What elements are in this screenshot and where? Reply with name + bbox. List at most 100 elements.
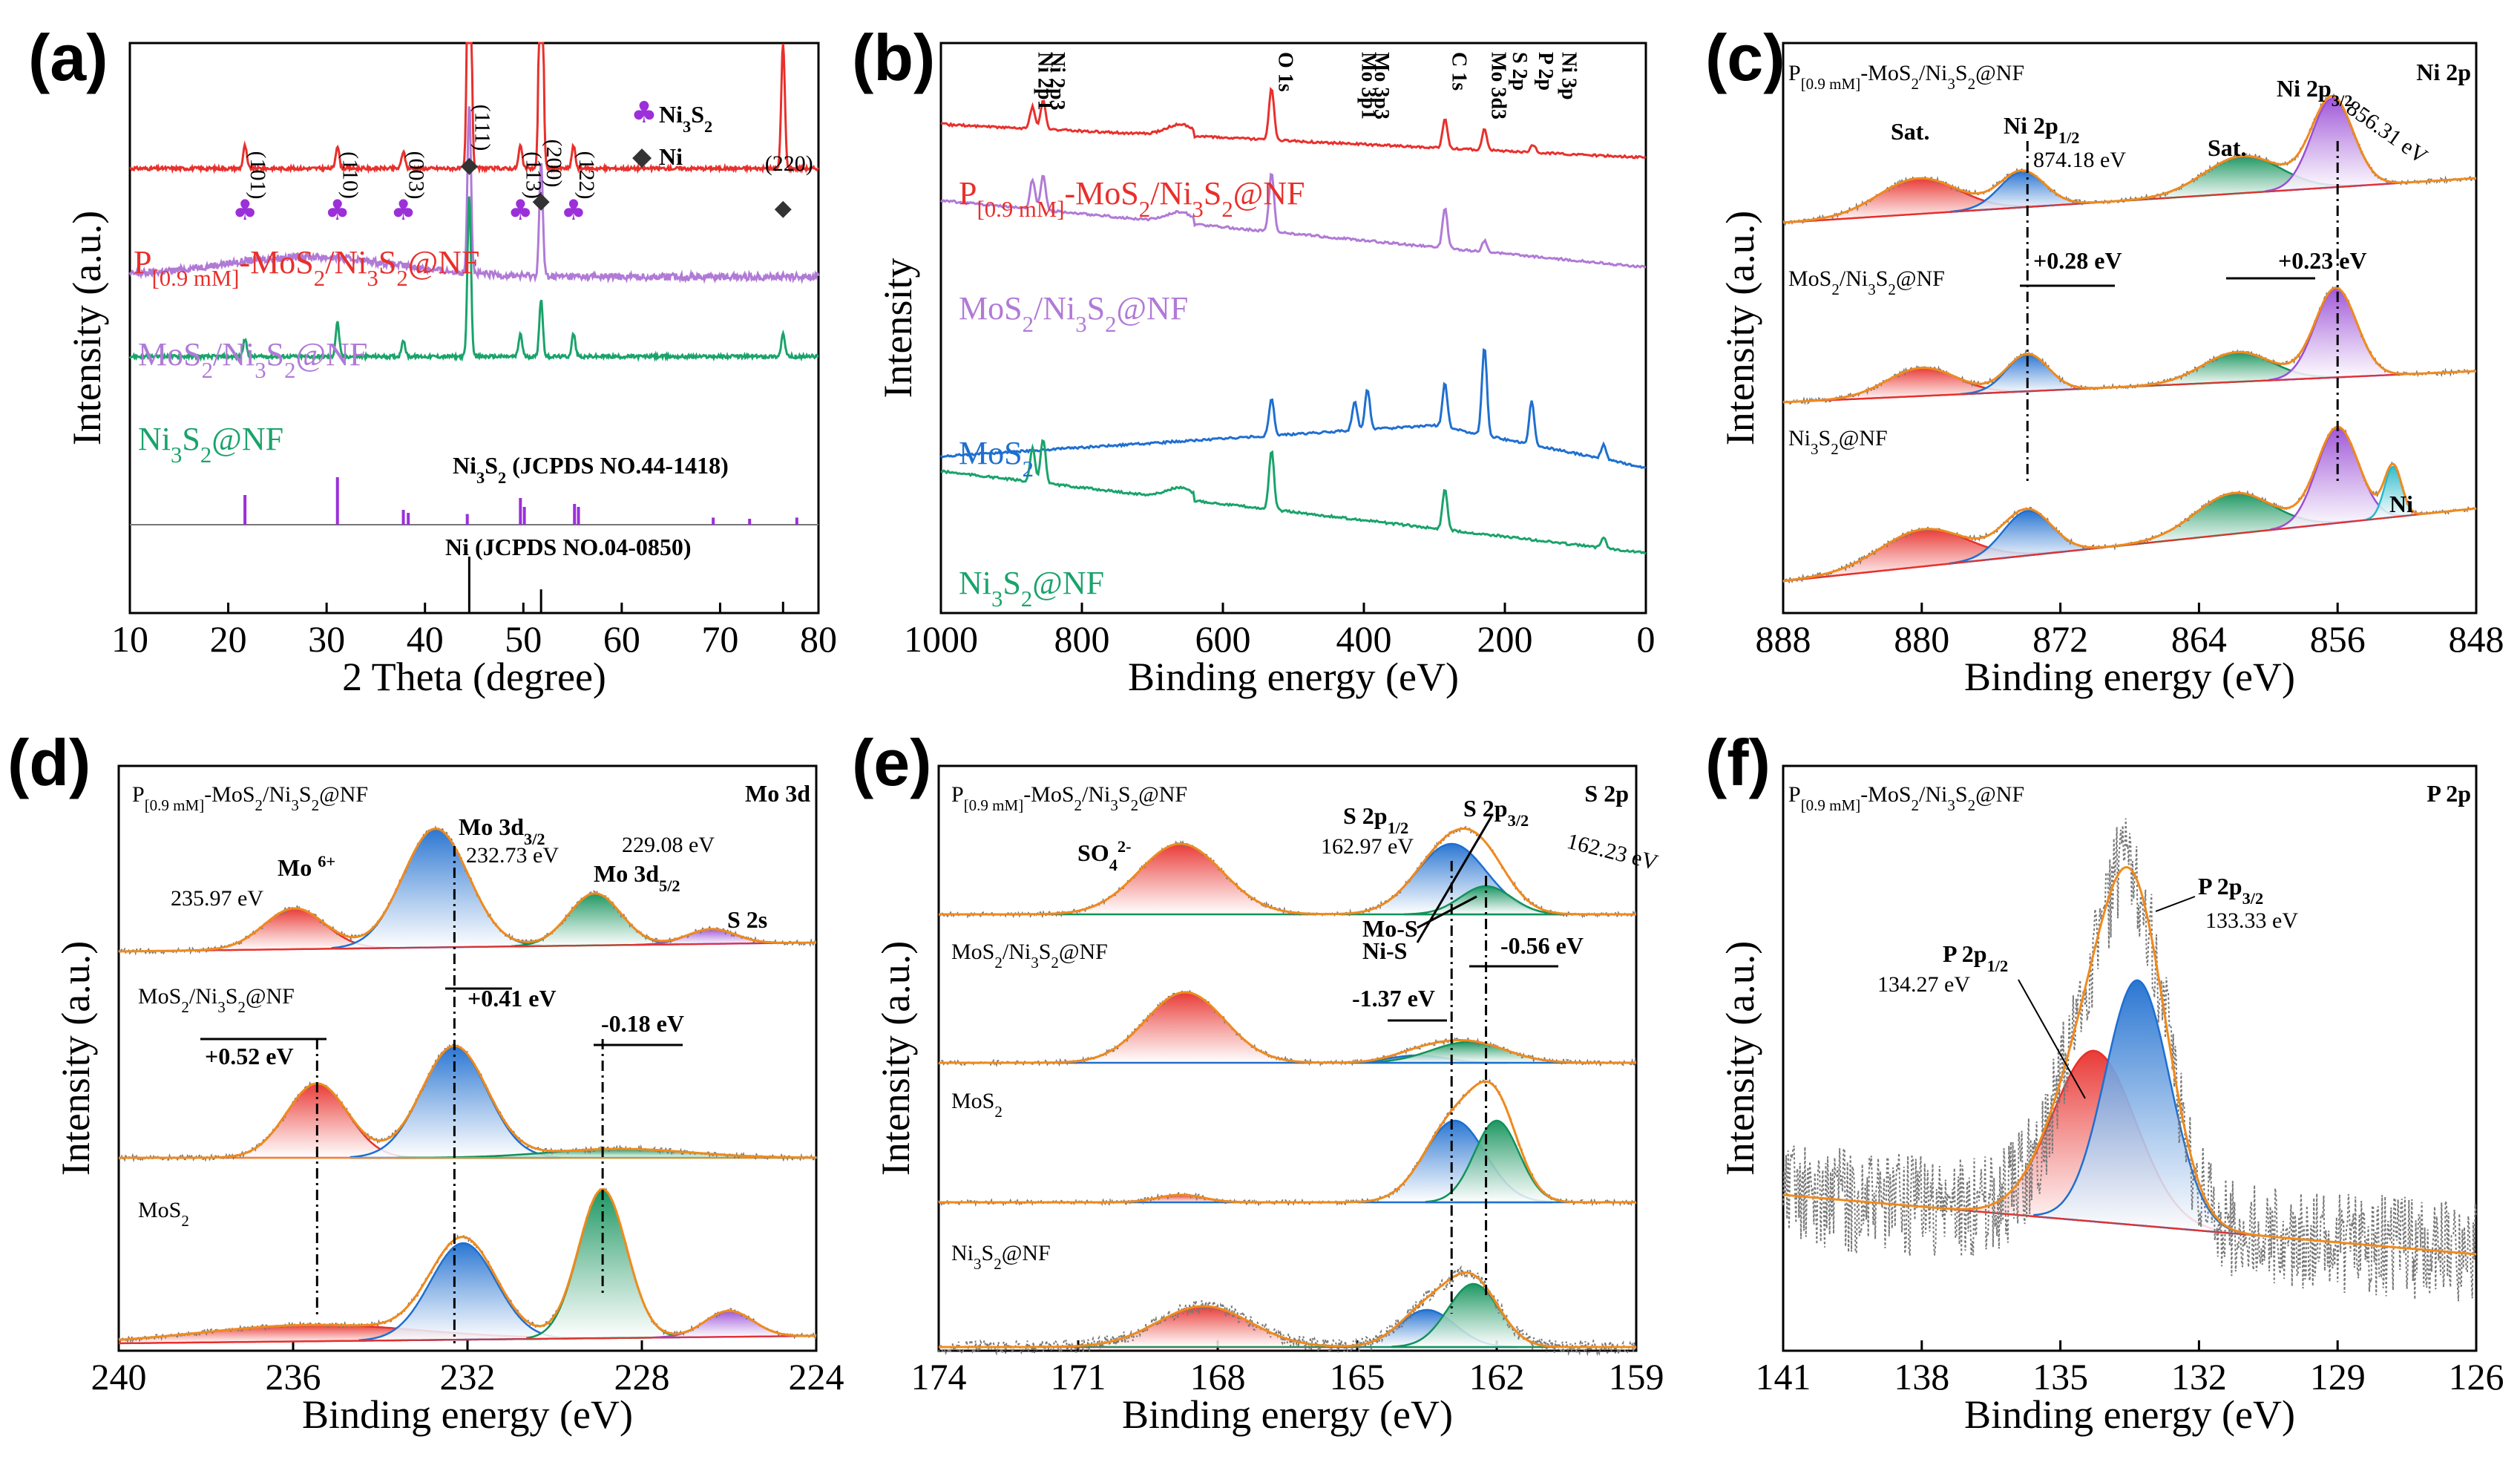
xrd-xtick-label: 60	[603, 618, 640, 660]
s2p-bond-label: Mo-S	[1362, 915, 1418, 942]
survey-series-line	[940, 87, 1647, 160]
ni2p-xtick-label: 856	[2310, 618, 2366, 660]
survey-peak-label: Mo 3d3	[1486, 52, 1509, 119]
survey-series-label: P[0.9 mM]-MoS2/Ni3S2@NF	[959, 175, 1305, 222]
survey-xtick-label: 600	[1195, 618, 1251, 660]
survey-series-line	[940, 172, 1647, 269]
ni2p-xtick-label: 888	[1756, 618, 1811, 660]
s2p-xtick-label: 159	[1609, 1356, 1664, 1397]
s2p-peak-label: S 2p3/2	[1463, 795, 1529, 830]
xrd-peak-label: (220)	[765, 151, 813, 176]
ni2p-xlabel: Binding energy (eV)	[1964, 655, 2295, 699]
s2p-series-label: Ni3S2@NF	[951, 1241, 1051, 1273]
s2p-fit-peak	[1054, 1305, 1353, 1349]
xrd-legend-label: Ni3S2	[659, 101, 712, 136]
p2p-pointer	[2018, 979, 2086, 1099]
xrd-xtick-label: 80	[800, 618, 837, 660]
xrd-xtick-label: 20	[210, 618, 247, 660]
p2p-xlabel: Binding energy (eV)	[1964, 1392, 2295, 1437]
s2p-xtick-label: 162	[1469, 1356, 1525, 1397]
p2p-xtick-label: 135	[2032, 1356, 2088, 1397]
survey-peak-label: Ni 2p1	[1034, 52, 1057, 111]
xrd-xtick-label: 70	[701, 618, 738, 660]
ni2p-peak-label: Ni 2p3/2	[2277, 75, 2352, 110]
mo3d-shift-label: +0.52 eV	[205, 1043, 294, 1069]
s2p-fit-peak	[1058, 991, 1313, 1064]
ni2p-xtick-label: 864	[2171, 618, 2227, 660]
p2p-raw-data	[1782, 818, 2477, 1302]
panel-f-p2p: 141 138 135 132 129 126 Binding energy (eV) Int…	[1718, 764, 2504, 1437]
s2p-frame	[937, 764, 1638, 1352]
s2p-envelope	[939, 991, 1636, 1064]
survey-frame	[939, 42, 1647, 615]
p2p-ylabel: Intensity (a.u.)	[1718, 941, 1762, 1176]
mo3d-xtick-label: 240	[91, 1356, 147, 1397]
p2p-xtick-label: 132	[2171, 1356, 2227, 1397]
panel-label-d: (d)	[7, 726, 91, 799]
s2p-ylabel: Intensity (a.u.)	[873, 941, 918, 1176]
survey-ylabel: Intensity	[876, 258, 920, 399]
s2p-xtick-label: 174	[911, 1356, 967, 1397]
ni2p-title: Ni 2p	[2416, 59, 2471, 85]
survey-series-line	[940, 439, 1647, 555]
xrd-peak-symbol: ♣	[325, 194, 350, 226]
xrd-legend-symbol: ◆	[632, 142, 652, 171]
survey-peak-label: P 2p	[1534, 52, 1557, 91]
mo3d-background	[118, 1335, 817, 1344]
s2p-value-label: 162.97 eV	[1321, 834, 1414, 859]
p2p-xtick-label: 141	[1756, 1356, 1811, 1397]
mo3d-peak-label: S 2s	[727, 906, 767, 933]
mo3d-envelope	[119, 827, 816, 953]
ni2p-envelope	[1782, 425, 2477, 583]
s2p-shift-label: -1.37 eV	[1352, 985, 1435, 1012]
mo3d-xlabel: Binding energy (eV)	[302, 1392, 633, 1437]
ni2p-shift-label: +0.23 eV	[2278, 247, 2367, 274]
mo3d-title: Mo 3d	[745, 780, 810, 807]
panel-label-b: (b)	[852, 21, 935, 94]
xrd-series-label: MoS2/Ni3S2@NF	[138, 336, 367, 383]
ni2p-xtick-label: 880	[1894, 618, 1949, 660]
s2p-raw-data	[938, 988, 1637, 1068]
survey-xtick-label: 0	[1637, 618, 1656, 660]
xrd-frame	[128, 42, 820, 615]
xrd-ref-label: Ni (JCPDS NO.04-0850)	[445, 534, 692, 560]
ni2p-xtick-label: 872	[2032, 618, 2088, 660]
xrd-xtick-label: 10	[111, 618, 148, 660]
mo3d-envelope	[119, 1044, 816, 1159]
ni2p-envelope	[1782, 94, 2477, 224]
p2p-peak-label: P 2p3/2	[2198, 873, 2263, 908]
mo3d-xtick-label: 236	[266, 1356, 321, 1397]
s2p-envelope	[939, 828, 1636, 916]
mo3d-xtick-label: 228	[614, 1356, 670, 1397]
xrd-series-label: P[0.9 mM]-MoS2/Ni3S2@NF	[134, 244, 479, 291]
xrd-peak-symbol: ♣	[232, 194, 257, 226]
s2p-raw-data	[938, 1265, 1637, 1357]
xrd-ylabel: Intensity (a.u.)	[65, 211, 109, 445]
ni2p-frame	[1782, 42, 2478, 615]
s2p-envelope	[939, 1080, 1636, 1204]
survey-xtick-label: 1000	[904, 618, 978, 660]
xrd-legend-symbol: ♣	[631, 96, 657, 130]
p2p-value-label: 134.27 eV	[1877, 972, 1970, 997]
xrd-peak-symbol: ◆	[533, 188, 550, 214]
panel-e-s2p: 174 171 168 165 162 159 Binding energy (eV) Int…	[873, 764, 1664, 1437]
xrd-peak-symbol: ♣	[561, 194, 586, 226]
ni2p-value-label: 874.18 eV	[2033, 148, 2126, 172]
ni2p-fit-peak	[2268, 287, 2403, 381]
survey-series-label: MoS2/Ni3S2@NF	[959, 290, 1188, 337]
xrd-peak-symbol: ♣	[391, 194, 416, 226]
survey-peak-label: Mo 3p3	[1370, 52, 1393, 119]
survey-peak-label: C 1s	[1447, 52, 1470, 91]
survey-peak-label: Ni 2p3	[1046, 52, 1069, 111]
ni2p-peak-label: Ni 2p1/2	[2004, 112, 2079, 147]
xrd-peak-symbol: ◆	[461, 152, 478, 178]
s2p-series-label: MoS2/Ni3S2@NF	[951, 940, 1108, 971]
xrd-ref-label: Ni3S2 (JCPDS NO.44-1418)	[453, 452, 729, 487]
s2p-title: S 2p	[1584, 780, 1629, 807]
ni2p-xtick-label: 848	[2449, 618, 2504, 660]
s2p-series-label: MoS2	[951, 1089, 1003, 1121]
ni2p-peak-label: Sat.	[1891, 118, 1929, 145]
ni2p-envelope	[1782, 286, 2477, 404]
survey-peak-label: Mo 3p1	[1357, 52, 1380, 119]
